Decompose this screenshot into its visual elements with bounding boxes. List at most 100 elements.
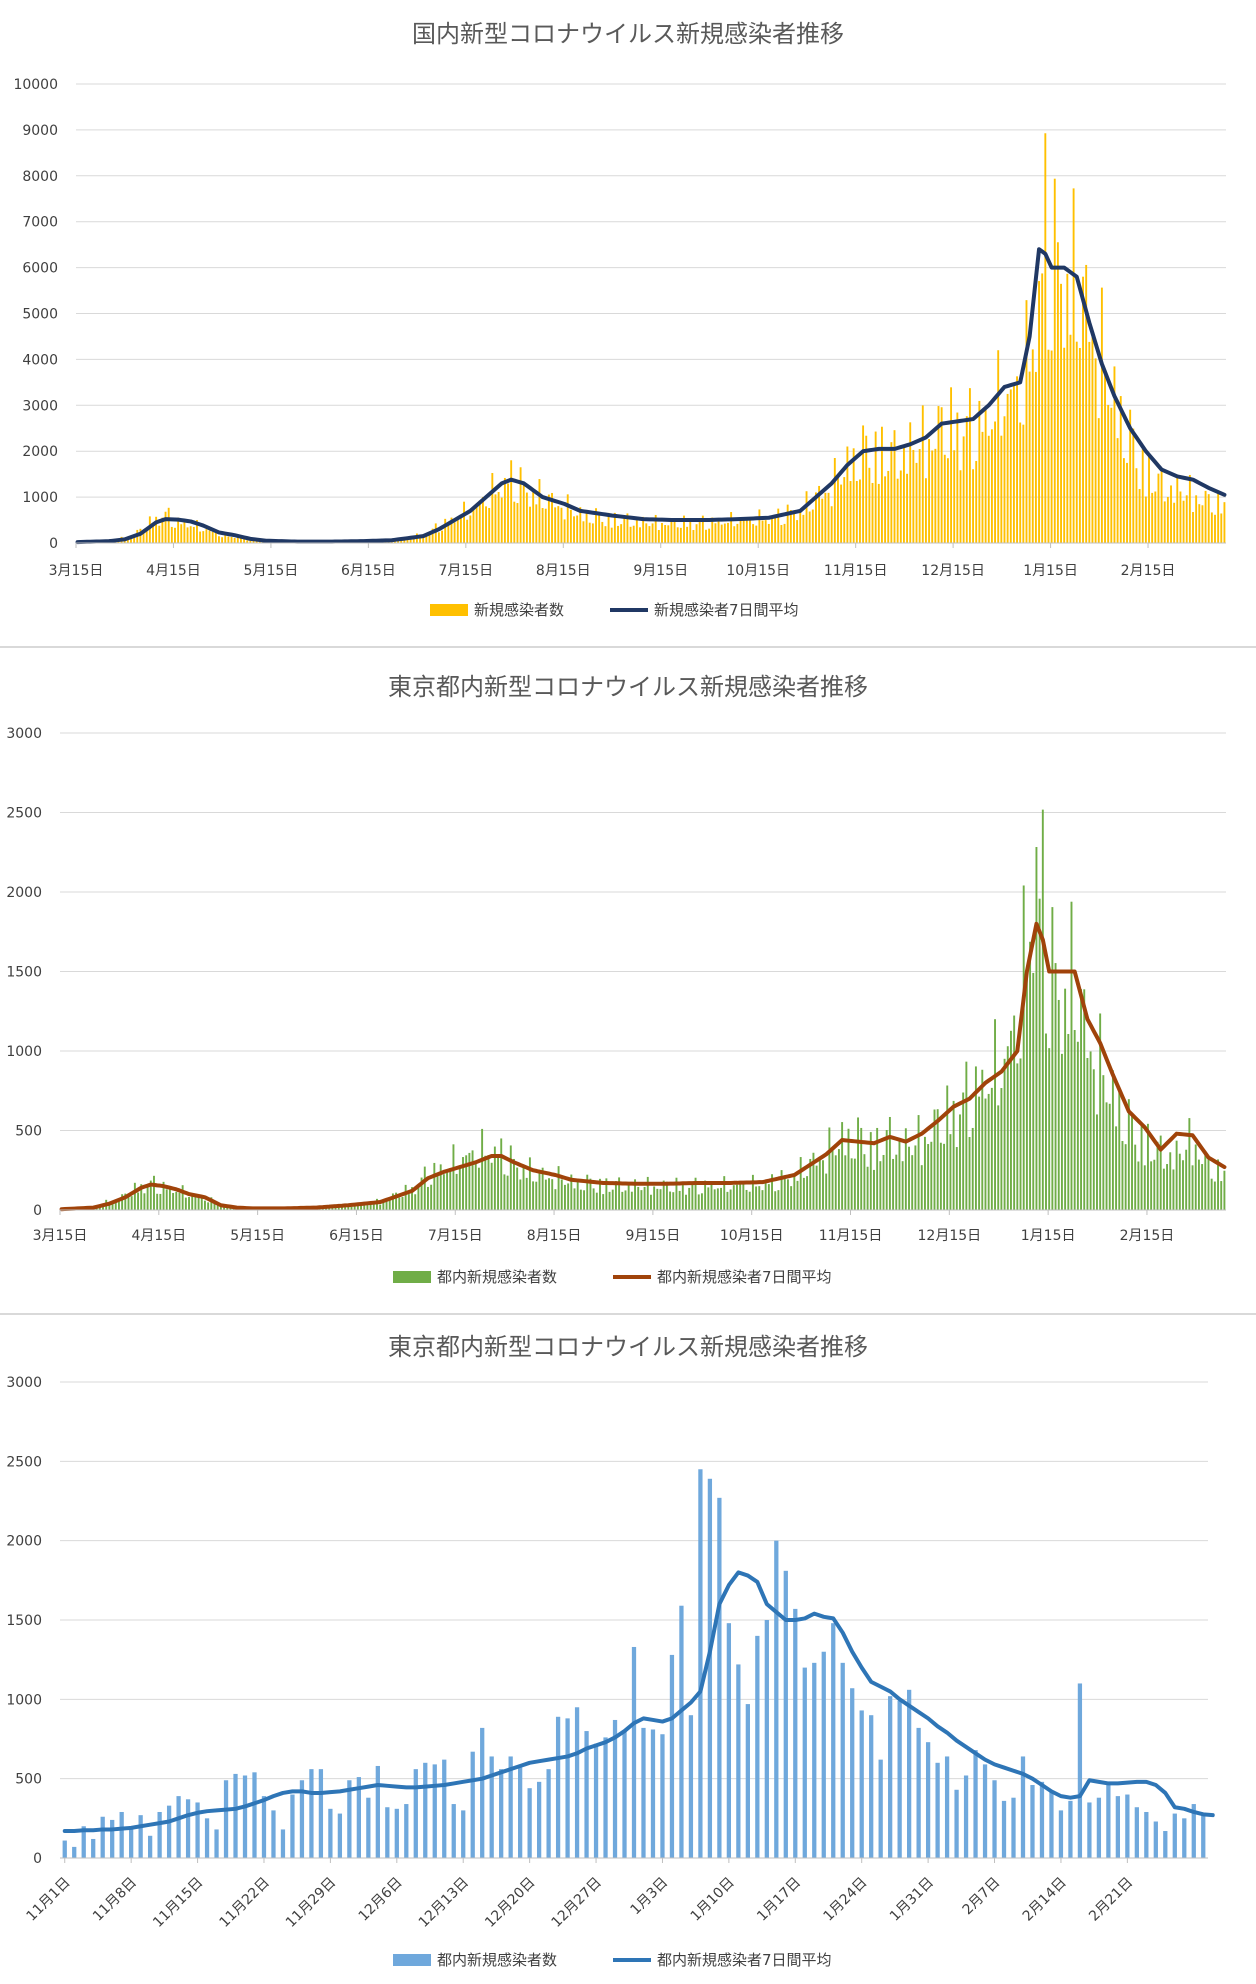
y-tick-label: 500: [15, 1124, 42, 1140]
bar: [1134, 1144, 1137, 1210]
bar: [936, 1109, 939, 1210]
bar: [175, 1191, 178, 1210]
bar: [665, 1181, 668, 1210]
bar: [183, 521, 186, 543]
bar: [697, 1194, 700, 1210]
legend-label-line: 都内新規感染者7日間平均: [657, 1268, 832, 1286]
bar: [618, 1177, 621, 1210]
bar: [726, 1191, 729, 1210]
bar: [1067, 1033, 1070, 1210]
bar: [147, 1835, 153, 1858]
bar: [673, 518, 676, 543]
bar: [963, 1775, 969, 1858]
bar: [573, 516, 575, 543]
bar: [868, 467, 871, 543]
bar: [1188, 1118, 1191, 1210]
bar: [1175, 1140, 1178, 1210]
bar: [1220, 1181, 1223, 1210]
bar: [745, 518, 748, 543]
bar: [631, 1646, 637, 1858]
bar: [783, 523, 786, 543]
bar: [1151, 492, 1154, 543]
bar: [1115, 1126, 1118, 1210]
bar: [720, 524, 723, 543]
bar: [927, 1144, 930, 1210]
bar: [892, 1158, 895, 1210]
bar: [442, 1174, 445, 1210]
bar: [563, 1184, 566, 1210]
bar: [1003, 1058, 1006, 1210]
bar: [340, 1206, 343, 1210]
bar: [1056, 242, 1059, 544]
bar: [162, 1181, 165, 1210]
bar: [451, 1804, 456, 1858]
bar: [974, 1066, 977, 1210]
y-tick-label: 1500: [6, 965, 42, 981]
bar: [196, 520, 198, 543]
bar: [877, 483, 880, 543]
bar: [1143, 1165, 1146, 1210]
x-tick-label: 2月15日: [1121, 563, 1176, 579]
bar: [1210, 1178, 1213, 1210]
bar: [145, 529, 148, 543]
bar: [1141, 449, 1144, 543]
bar: [522, 1166, 525, 1210]
bar: [249, 540, 252, 543]
bar: [802, 1667, 807, 1858]
bar: [375, 1765, 380, 1858]
bar: [1003, 416, 1006, 543]
bar: [236, 536, 239, 543]
bar: [943, 454, 946, 543]
bar: [1075, 341, 1078, 543]
bar: [676, 527, 679, 543]
bar: [1070, 901, 1073, 1210]
avg-line: [59, 921, 1227, 1212]
bar: [412, 538, 415, 543]
bar: [931, 450, 934, 543]
bar: [607, 512, 610, 543]
bar: [181, 1185, 184, 1210]
bar: [1195, 495, 1198, 543]
bar: [764, 520, 767, 543]
bar: [203, 1200, 206, 1210]
bar: [713, 1189, 716, 1210]
bar: [617, 525, 619, 543]
bar: [799, 509, 802, 543]
bar: [695, 524, 698, 543]
bar: [912, 449, 915, 543]
bar: [831, 1623, 836, 1858]
bar: [1160, 467, 1163, 543]
bar: [771, 1174, 773, 1210]
legend-label-bars: 都内新規感染者数: [437, 1951, 557, 1969]
bar: [662, 1180, 665, 1210]
bar: [659, 1189, 662, 1210]
bar: [516, 1167, 519, 1210]
bar: [664, 525, 667, 543]
bar: [331, 1208, 334, 1210]
bar: [1048, 1048, 1051, 1210]
bar: [1078, 347, 1081, 543]
bar: [987, 1093, 990, 1210]
bar: [748, 1191, 751, 1210]
bar: [1148, 453, 1150, 543]
bar: [678, 1190, 681, 1210]
bar: [1170, 485, 1172, 543]
bar: [899, 470, 902, 543]
bar: [953, 450, 956, 543]
bar: [532, 1181, 535, 1210]
bar: [613, 512, 616, 543]
bar: [630, 1191, 633, 1210]
bar: [897, 1700, 902, 1858]
bar: [117, 1199, 120, 1210]
bar: [419, 536, 421, 543]
bar: [650, 1194, 652, 1210]
bar: [1049, 1791, 1054, 1858]
bar: [123, 539, 126, 543]
bar: [1134, 1807, 1139, 1858]
bar: [1129, 409, 1132, 543]
bar: [1031, 349, 1034, 543]
bar: [1011, 1797, 1016, 1858]
bar: [707, 1187, 710, 1210]
bar: [1060, 1053, 1063, 1210]
x-tick-label: 5月15日: [230, 1228, 285, 1244]
